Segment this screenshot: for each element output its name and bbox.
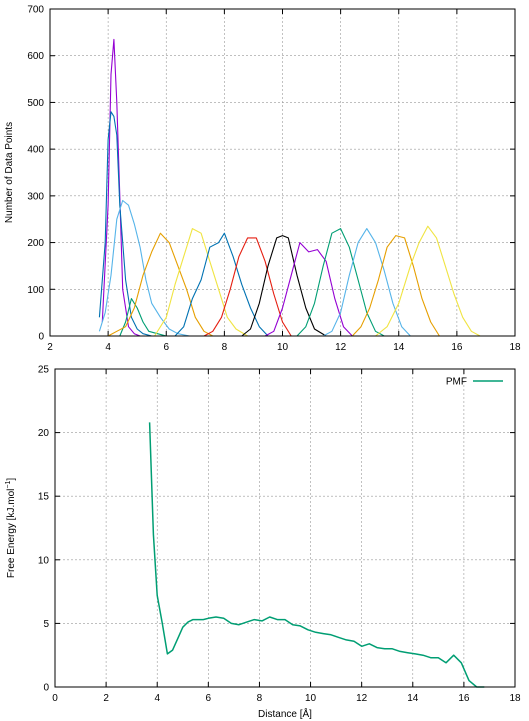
x-tick-label: 12 bbox=[356, 693, 368, 704]
series-line-10 bbox=[264, 242, 353, 337]
x-tick-label: 18 bbox=[509, 342, 521, 353]
y-tick-label: 200 bbox=[27, 238, 44, 249]
series-line-7 bbox=[174, 232, 269, 337]
series-line-2 bbox=[98, 111, 152, 337]
x-tick-label: 12 bbox=[335, 342, 347, 353]
y-tick-label: 0 bbox=[38, 332, 44, 343]
series-line-13 bbox=[351, 235, 440, 337]
plot-frame bbox=[54, 368, 516, 688]
y-tick-label: 0 bbox=[43, 683, 49, 694]
series-line-4 bbox=[119, 298, 167, 337]
x-tick-label: 14 bbox=[393, 342, 405, 353]
x-tick-label: 18 bbox=[509, 693, 521, 704]
y-axis-label: Free Energy [kJ.mol−1] bbox=[5, 478, 17, 578]
y-tick-label: 20 bbox=[38, 428, 50, 439]
x-tick-label: 2 bbox=[103, 693, 109, 704]
series-line-1 bbox=[148, 422, 485, 688]
x-tick-label: 16 bbox=[458, 693, 470, 704]
y-tick-label: 300 bbox=[27, 191, 44, 202]
y-tick-label: 10 bbox=[38, 555, 50, 566]
series-line-14 bbox=[375, 225, 481, 337]
x-tick-label: 10 bbox=[305, 693, 317, 704]
series-line-9 bbox=[241, 235, 327, 337]
x-tick-label: 8 bbox=[222, 342, 228, 353]
y-tick-label: 600 bbox=[27, 51, 44, 62]
x-tick-label: 14 bbox=[407, 693, 419, 704]
y-tick-label: 25 bbox=[38, 365, 50, 376]
x-tick-label: 4 bbox=[105, 342, 111, 353]
x-tick-label: 6 bbox=[206, 693, 212, 704]
x-tick-label: 2 bbox=[47, 342, 53, 353]
y-axis-label: Number of Data Points bbox=[4, 122, 15, 223]
chart-2 bbox=[54, 368, 516, 688]
y-tick-label: 15 bbox=[38, 492, 50, 503]
y-tick-label: 500 bbox=[27, 98, 44, 109]
series-line-12 bbox=[322, 228, 411, 337]
y-tick-label: 400 bbox=[27, 145, 44, 156]
chart-1 bbox=[49, 8, 516, 337]
series-line-6 bbox=[154, 228, 248, 337]
x-tick-label: 0 bbox=[52, 693, 58, 704]
series-line-5 bbox=[107, 232, 214, 337]
x-tick-label: 6 bbox=[163, 342, 169, 353]
series-line-3 bbox=[98, 199, 190, 337]
y-tick-label: 5 bbox=[43, 619, 49, 630]
x-tick-label: 4 bbox=[154, 693, 160, 704]
x-tick-label: 16 bbox=[451, 342, 463, 353]
series-line-1 bbox=[101, 38, 141, 337]
y-tick-label: 100 bbox=[27, 285, 44, 296]
series-line-11 bbox=[296, 228, 385, 337]
x-tick-label: 10 bbox=[277, 342, 289, 353]
y-tick-label: 700 bbox=[27, 5, 44, 16]
legend-label: PMF bbox=[446, 377, 467, 388]
x-tick-label: 8 bbox=[257, 693, 263, 704]
series-line-8 bbox=[203, 237, 292, 337]
x-axis-label: Distance [Å] bbox=[258, 707, 312, 720]
plot-frame bbox=[49, 8, 516, 337]
